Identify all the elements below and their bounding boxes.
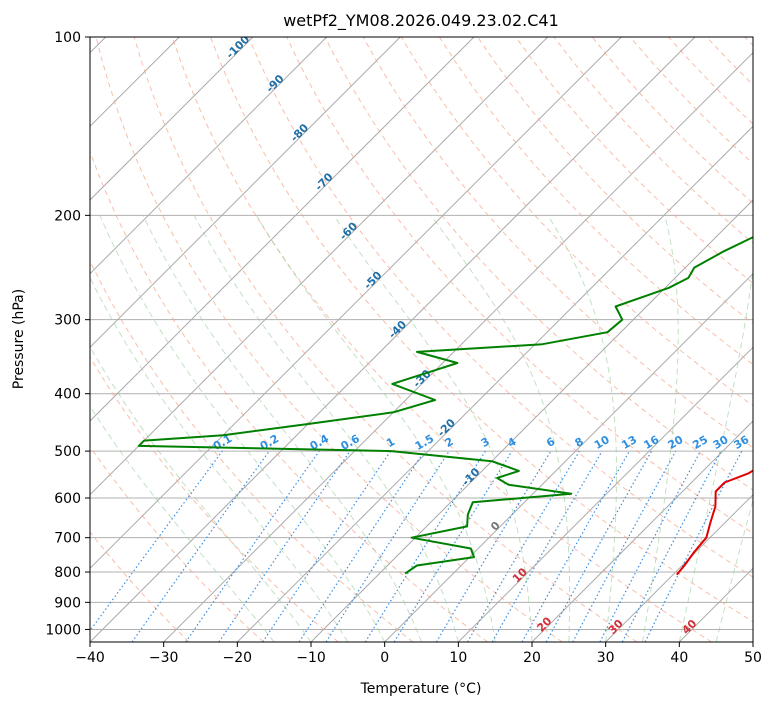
mixing-ratio-line xyxy=(131,450,270,642)
mixing-ratio-line xyxy=(325,450,450,642)
dry-adiabat xyxy=(95,37,563,642)
isotherm-line xyxy=(457,346,753,642)
mixing-ratio-line xyxy=(644,450,743,642)
x-axis-label: Temperature (°C) xyxy=(360,681,482,697)
dry-adiabat xyxy=(515,37,753,284)
dry-adiabat xyxy=(400,37,753,407)
temperature-profile xyxy=(676,469,753,576)
mixing-ratio-line xyxy=(298,450,425,642)
y-tick-label: 300 xyxy=(54,313,81,329)
mixing-ratio-line xyxy=(90,450,223,632)
moist-adiabat xyxy=(99,215,386,642)
moist-adiabat xyxy=(642,215,679,642)
dry-adiabat xyxy=(171,37,712,642)
y-tick-label: 1000 xyxy=(45,622,81,638)
plot-frame xyxy=(89,36,754,643)
dry-adiabat xyxy=(90,150,488,642)
mixing-ratio-line xyxy=(545,450,653,642)
y-tick-label: 100 xyxy=(54,30,81,46)
x-tick-label: 50 xyxy=(744,650,762,666)
isotherm-line xyxy=(90,37,475,422)
x-tick-label: 20 xyxy=(523,650,541,666)
mixing-ratio-line xyxy=(572,450,677,642)
x-tick-label: 10 xyxy=(449,650,467,666)
y-axis-ticks: 100 200 300 400 500 600 700 800 900 1000 xyxy=(45,30,90,638)
dry-adiabat xyxy=(248,37,753,578)
isotherm-line xyxy=(90,37,622,570)
moist-adiabat xyxy=(90,405,275,642)
y-tick-label: 900 xyxy=(54,595,81,611)
moist-adiabat xyxy=(430,215,571,642)
x-tick-label: 30 xyxy=(597,650,615,666)
dry-adiabat xyxy=(90,356,339,642)
dry-adiabat xyxy=(90,445,264,642)
y-tick-label: 200 xyxy=(54,208,81,224)
moist-adiabat xyxy=(90,345,312,642)
y-tick-label: 500 xyxy=(54,444,81,460)
mixing-ratio-line xyxy=(218,450,351,642)
dry-adiabat xyxy=(90,531,190,642)
x-tick-label: −40 xyxy=(75,650,105,666)
x-tick-label: −10 xyxy=(296,650,326,666)
mixing-ratio-line xyxy=(393,450,513,642)
x-tick-label: 0 xyxy=(380,650,389,666)
dry-adiabat xyxy=(286,37,753,534)
moist-adiabat xyxy=(193,215,459,642)
y-tick-label: 800 xyxy=(54,565,81,581)
chart-title: wetPf2_YM08.2026.049.23.02.C41 xyxy=(283,11,559,31)
y-tick-label: 600 xyxy=(54,491,81,507)
x-tick-label: 40 xyxy=(670,650,688,666)
isotherm-line xyxy=(163,51,753,642)
isotherm-line xyxy=(90,37,549,496)
dry-adiabat xyxy=(133,37,638,642)
isotherm-line xyxy=(531,420,753,642)
moist-adiabat xyxy=(547,215,617,642)
isotherm-line xyxy=(384,272,753,642)
y-tick-label: 400 xyxy=(54,387,81,403)
dry-adiabat xyxy=(90,259,414,642)
dry-adiabat xyxy=(438,37,753,366)
moist-adiabat xyxy=(333,215,533,642)
isotherm-line xyxy=(605,493,753,642)
isotherm-line xyxy=(90,37,254,201)
isotherm-line xyxy=(236,125,753,642)
isotherm-line xyxy=(90,37,401,349)
mixing-ratio-line xyxy=(521,450,631,642)
y-axis-label: Pressure (hPa) xyxy=(11,289,27,389)
dry-adiabat xyxy=(210,37,753,623)
isotherm-line xyxy=(90,37,328,275)
mixing-ratio-line xyxy=(185,450,320,642)
mixing-ratio-line xyxy=(262,450,392,642)
moist-adiabat xyxy=(142,215,422,642)
background-lines xyxy=(90,37,753,642)
x-tick-label: −30 xyxy=(149,650,179,666)
moist-adiabat xyxy=(678,265,753,642)
dewpoint-profile xyxy=(137,236,753,575)
profile-lines xyxy=(137,236,753,576)
x-tick-label: −20 xyxy=(223,650,253,666)
y-tick-label: 700 xyxy=(54,531,81,547)
x-axis-ticks: −40 −30 −20 −10 0 10 20 30 40 50 xyxy=(75,642,762,666)
